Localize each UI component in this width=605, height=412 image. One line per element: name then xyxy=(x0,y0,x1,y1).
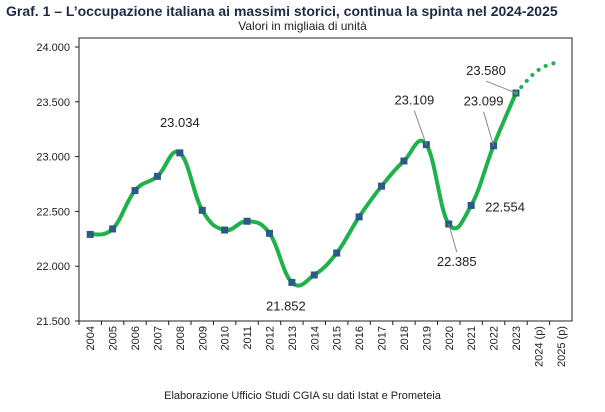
data-point-marker xyxy=(86,230,94,238)
x-tick-label: 2014 xyxy=(309,326,321,350)
x-tick-label: 2011 xyxy=(242,326,254,350)
data-label: 21.852 xyxy=(266,298,306,313)
x-tick-label: 2010 xyxy=(220,326,232,350)
y-tick-label: 22.000 xyxy=(36,261,70,273)
x-tick-label: 2013 xyxy=(287,326,299,350)
x-tick-label: 2004 xyxy=(85,326,97,350)
y-tick-label: 21.500 xyxy=(36,316,70,328)
x-tick-label: 2025 (p) xyxy=(556,326,568,367)
y-tick-label: 23.000 xyxy=(36,152,70,164)
annotation-leader-line xyxy=(413,110,427,145)
chart-subtitle: Valori in migliaia di unità xyxy=(238,19,367,33)
forecast-line xyxy=(513,59,563,96)
data-label: 23.034 xyxy=(160,115,200,130)
data-point-marker xyxy=(467,201,475,209)
data-point-marker xyxy=(333,249,341,257)
data-label: 23.580 xyxy=(466,63,506,78)
x-tick-label: 2021 xyxy=(466,326,478,350)
x-tick-label: 2024 (p) xyxy=(533,326,545,367)
source-note: Elaborazione Ufficio Studi CGIA su dati … xyxy=(164,390,441,402)
x-tick-label: 2022 xyxy=(489,326,501,350)
x-tick-label: 2019 xyxy=(421,326,433,350)
data-label: 22.554 xyxy=(485,199,525,214)
x-tick-label: 2008 xyxy=(175,326,187,350)
x-tick-label: 2016 xyxy=(354,326,366,350)
data-point-marker xyxy=(310,271,318,279)
data-point-marker xyxy=(221,226,229,234)
x-tick-label: 2020 xyxy=(444,326,456,350)
chart-title: Graf. 1 – L’occupazione italiana ai mass… xyxy=(6,3,558,19)
y-tick-label: 24.000 xyxy=(36,42,70,54)
x-tick-label: 2005 xyxy=(108,326,120,350)
data-point-marker xyxy=(378,182,386,190)
data-point-marker xyxy=(288,278,296,286)
x-tick-label: 2006 xyxy=(130,326,142,350)
data-label: 23.099 xyxy=(464,94,504,109)
data-point-marker xyxy=(176,149,184,157)
data-point-marker xyxy=(109,225,117,233)
data-point-marker xyxy=(355,213,363,221)
data-point-marker xyxy=(243,217,251,225)
x-tick-label: 2012 xyxy=(264,326,276,350)
data-point-marker xyxy=(198,206,206,214)
y-tick-label: 23.500 xyxy=(36,97,70,109)
data-point-marker xyxy=(131,187,139,195)
data-point-marker xyxy=(265,229,273,237)
y-tick-label: 22.500 xyxy=(36,206,70,218)
x-tick-label: 2018 xyxy=(399,326,411,350)
data-label: 23.109 xyxy=(394,93,434,108)
data-label: 22.385 xyxy=(437,254,477,269)
annotation-leader-line xyxy=(448,223,458,253)
annotation-leader-line xyxy=(483,111,495,146)
data-point-marker xyxy=(153,172,161,180)
x-tick-label: 2017 xyxy=(377,326,389,350)
x-tick-label: 2023 xyxy=(511,326,523,350)
annotation-leader-line xyxy=(485,80,517,94)
x-tick-label: 2007 xyxy=(152,326,164,350)
x-tick-label: 2015 xyxy=(332,326,344,350)
x-tick-label: 2009 xyxy=(197,326,209,350)
data-point-marker xyxy=(400,157,408,165)
